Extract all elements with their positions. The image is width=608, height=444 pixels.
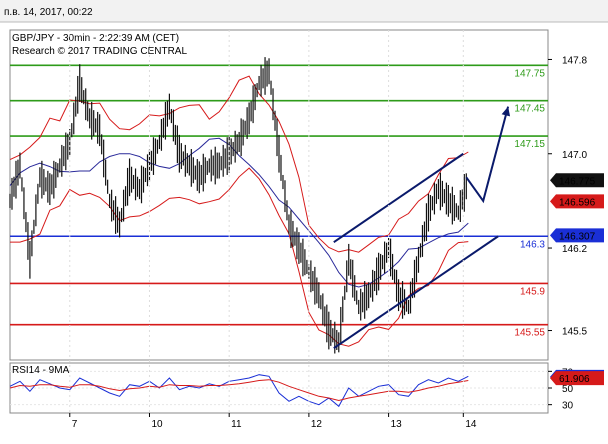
rsi-label: RSI14 - 9MA [12, 365, 70, 376]
channel-upper [333, 152, 464, 243]
upper-band [9, 75, 469, 253]
price-tick-label: 147.0 [562, 150, 587, 161]
symbol-line: GBP/JPY - 30min - 2:22:39 AM (CET) [12, 33, 179, 44]
day-label: 10 [151, 419, 163, 430]
level-label: 147.45 [514, 104, 545, 115]
projection-arrow-head [501, 106, 511, 117]
day-label: 7 [72, 419, 78, 430]
moving-average [9, 137, 469, 288]
rsi-tick-label: 30 [562, 401, 574, 412]
price-badge-label: 146.596 [559, 197, 596, 208]
rsi-badge-label: 61.906 [559, 374, 590, 385]
level-label: 147.15 [514, 139, 545, 150]
level-label: 146.3 [520, 239, 545, 250]
price-panel: 147.8 147.0 146.2 145.5 147.75 147.45 147.15 14… [9, 29, 604, 361]
rsi-badge [550, 371, 604, 386]
price-badge-label: 146.775 [559, 176, 596, 187]
level-label: 145.9 [520, 286, 545, 297]
time-axis: 7 10 11 12 13 14 [69, 30, 477, 430]
projection-arrow-line [465, 106, 510, 204]
day-label: 14 [465, 419, 477, 430]
rsi-tick-label: 50 [562, 384, 574, 395]
day-label: 12 [311, 419, 323, 430]
price-badge [550, 173, 604, 188]
rsi-series-line [9, 374, 469, 408]
price-tick-label: 145.5 [562, 327, 587, 338]
day-label: 11 [231, 419, 242, 430]
price-badge [550, 228, 604, 243]
research-line: Research © 2017 TRADING CENTRAL [12, 46, 187, 57]
price-tick-label: 146.2 [562, 244, 587, 255]
top-bar [0, 0, 608, 22]
lower-band [10, 167, 469, 347]
level-label: 147.75 [514, 68, 545, 79]
rsi-panel: 70503063.348261.906 [9, 362, 604, 414]
price-badge-label: 146.307 [559, 231, 596, 242]
level-label: 145.55 [514, 328, 545, 339]
price-badge [550, 194, 604, 209]
timestamp: п.в. 14, 2017, 00:22 [4, 7, 93, 18]
rsi-series-line [9, 379, 469, 402]
channel-lower [333, 235, 499, 350]
price-tick-label: 147.8 [562, 55, 587, 66]
day-label: 13 [391, 419, 403, 430]
